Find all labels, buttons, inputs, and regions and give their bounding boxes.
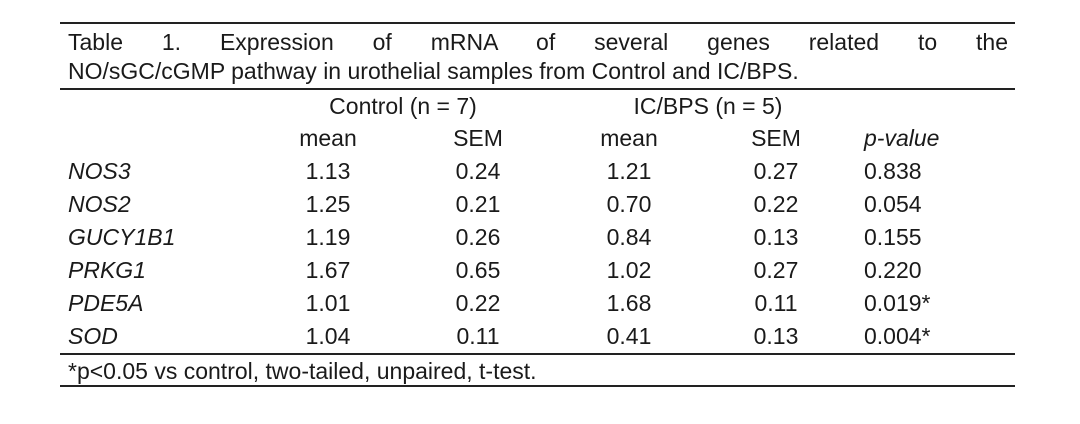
table-row-gene: PRKG1 [68,257,146,283]
table-row-gene: NOS2 [68,191,131,217]
table-cell-control-mean: 1.19 [305,224,351,250]
table-cell-icbps-sem: 0.11 [754,290,798,316]
column-header-icbps-sem: SEM [751,125,801,151]
table-cell-p-value: 0.019* [864,290,931,316]
table-cell-control-sem: 0.26 [455,224,501,250]
table-caption-line-1: Table 1. Expression of mRNA of several g… [68,29,1008,55]
table-cell-control-mean: 1.01 [305,290,351,316]
table-cell-icbps-mean: 1.68 [606,290,652,316]
table-cell-icbps-sem: 0.27 [753,158,799,184]
table-cell-icbps-sem: 0.27 [753,257,799,283]
table-cell-control-sem: 0.21 [455,191,501,217]
table-cell-control-sem: 0.24 [455,158,501,184]
table-cell-control-mean: 1.25 [305,191,351,217]
column-header-control-mean: mean [299,125,357,151]
bottom-rule [60,385,1015,387]
caption-rule [60,88,1015,90]
table-footnote: *p<0.05 vs control, two-tailed, unpaired… [68,358,537,384]
table-row-gene: NOS3 [68,158,131,184]
table-cell-icbps-mean: 0.84 [606,224,652,250]
table-cell-p-value: 0.054 [864,191,922,217]
table-cell-icbps-mean: 1.02 [606,257,652,283]
table-cell-control-sem: 0.22 [455,290,501,316]
table-caption-line-2: NO/sGC/cGMP pathway in urothelial sample… [68,58,799,84]
table-cell-icbps-mean: 0.41 [606,323,652,349]
column-header-p-value: p-value [864,125,940,151]
table-cell-p-value: 0.838 [864,158,922,184]
table-cell-icbps-sem: 0.13 [753,323,799,349]
table-cell-control-sem: 0.65 [455,257,501,283]
column-header-icbps-mean: mean [600,125,658,151]
table-cell-control-mean: 1.04 [305,323,351,349]
table-cell-icbps-mean: 0.70 [606,191,652,217]
table-cell-p-value: 0.004* [864,323,931,349]
table-cell-control-mean: 1.67 [305,257,351,283]
table-row-gene: GUCY1B1 [68,224,176,250]
footnote-rule [60,353,1015,355]
table-cell-p-value: 0.155 [864,224,922,250]
table-cell-p-value: 0.220 [864,257,922,283]
table-cell-icbps-sem: 0.22 [753,191,799,217]
table-cell-control-mean: 1.13 [305,158,351,184]
table-cell-control-sem: 0.11 [456,323,500,349]
top-rule [60,22,1015,24]
table-row-gene: SOD [68,323,118,349]
group-header-icbps: IC/BPS (n = 5) [633,93,783,119]
table-cell-icbps-sem: 0.13 [753,224,799,250]
table-cell-icbps-mean: 1.21 [606,158,652,184]
group-header-control: Control (n = 7) [329,93,477,119]
table-row-gene: PDE5A [68,290,144,316]
column-header-control-sem: SEM [453,125,503,151]
